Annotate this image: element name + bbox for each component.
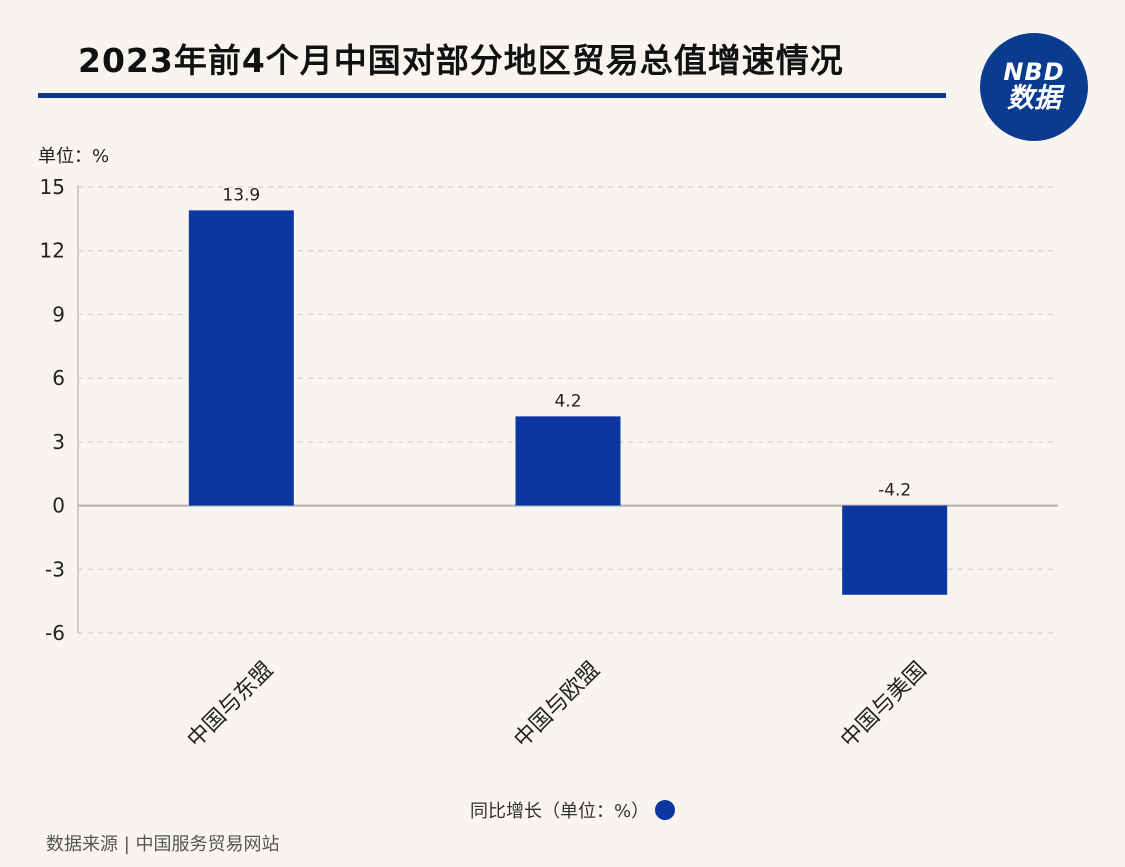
y-tick-label: 12 — [40, 239, 65, 263]
legend-swatch — [655, 800, 676, 820]
data-label-3: -4.2 — [878, 481, 911, 501]
chart-title: 2023年前4个月中国对部分地区贸易总值增速情况 — [78, 41, 844, 80]
y-tick-label: -6 — [45, 621, 65, 645]
bar-1 — [188, 210, 294, 506]
data-label-2: 4.2 — [554, 391, 581, 411]
y-tick-label: 3 — [52, 430, 65, 454]
y-tick-label: 9 — [52, 302, 65, 326]
y-tick-label: 0 — [52, 494, 65, 518]
x-category-label-1: 中国与东盟 — [183, 657, 278, 752]
data-source: 数据来源 | 中国服务贸易网站 — [46, 834, 280, 855]
logo-text-data: 数据 — [1007, 83, 1061, 115]
bar-2 — [515, 416, 621, 506]
logo-text-nbd: NBD — [1003, 58, 1065, 87]
title-underline — [38, 93, 946, 98]
data-label-1: 13.9 — [222, 185, 260, 205]
y-tick-label: -3 — [45, 557, 65, 581]
legend-label: 同比增长（单位：%） — [470, 801, 650, 822]
x-category-label-3: 中国与美国 — [836, 657, 931, 752]
y-axis-unit-label: 单位：% — [38, 146, 110, 167]
legend: 同比增长（单位：%） — [470, 797, 676, 823]
y-tick-label: 6 — [52, 366, 65, 390]
y-tick-label: 15 — [40, 175, 65, 199]
nbd-logo: NBD 数据 — [980, 33, 1088, 141]
bar-3 — [842, 505, 948, 595]
x-category-label-2: 中国与欧盟 — [510, 657, 605, 752]
